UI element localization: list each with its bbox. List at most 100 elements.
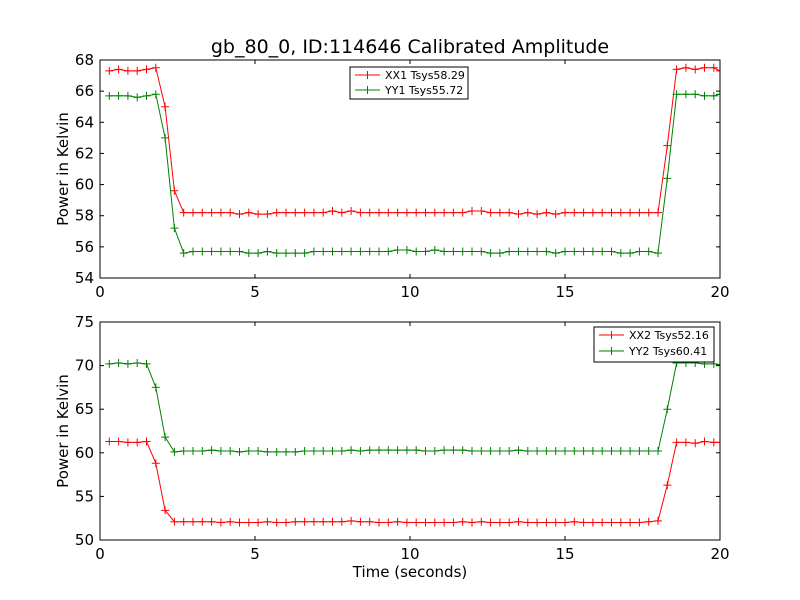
data-point-marker	[561, 447, 569, 456]
data-point-marker	[263, 517, 272, 526]
data-point-marker	[365, 208, 374, 217]
data-point-marker	[365, 517, 374, 526]
data-point-marker	[337, 517, 346, 526]
data-point-marker	[523, 518, 532, 527]
data-point-marker	[123, 438, 132, 447]
y-tick-label: 64	[75, 113, 94, 131]
data-point-marker	[402, 446, 411, 455]
data-point-marker	[644, 447, 653, 456]
data-point-marker	[207, 446, 216, 455]
data-point-marker	[607, 518, 616, 527]
data-point-marker	[328, 517, 337, 526]
data-point-marker	[272, 249, 281, 258]
data-point-marker	[356, 247, 365, 256]
data-point-marker	[551, 249, 560, 258]
data-point-marker	[375, 518, 383, 527]
data-point-marker	[375, 208, 383, 217]
data-point-marker	[384, 247, 393, 256]
data-point-marker	[430, 518, 439, 527]
data-point-marker	[495, 518, 504, 527]
data-point-marker	[700, 63, 709, 72]
data-point-marker	[598, 208, 607, 217]
data-point-marker	[402, 208, 411, 217]
x-axis-label: Time (seconds)	[352, 563, 468, 581]
data-point-marker	[579, 447, 588, 456]
y-tick-label: 60	[75, 176, 94, 194]
data-point-marker	[263, 447, 272, 456]
data-point-marker	[635, 518, 644, 527]
data-point-marker	[716, 360, 720, 369]
data-point-marker	[477, 207, 486, 216]
data-point-marker	[300, 517, 309, 526]
data-point-marker	[607, 447, 616, 456]
data-point-marker	[402, 245, 411, 254]
data-point-marker	[244, 447, 253, 456]
data-point-marker	[598, 447, 607, 456]
data-point-marker	[142, 91, 151, 100]
data-point-marker	[672, 438, 681, 447]
data-point-marker	[105, 66, 114, 75]
data-point-marker	[347, 207, 356, 216]
legend-box	[593, 326, 715, 363]
data-point-marker	[514, 210, 523, 219]
data-point-marker	[189, 247, 197, 256]
data-point-marker	[449, 518, 458, 527]
data-point-marker	[133, 93, 142, 102]
figure-title: gb_80_0, ID:114646 Calibrated Amplitude	[211, 36, 609, 58]
data-point-marker	[282, 518, 290, 527]
data-point-marker	[254, 518, 263, 527]
data-point-marker	[291, 208, 300, 217]
data-point-marker	[244, 208, 253, 217]
data-point-marker	[179, 517, 188, 526]
data-point-marker	[151, 459, 160, 468]
data-point-marker	[458, 247, 467, 256]
data-point-marker	[356, 517, 365, 526]
data-point-marker	[579, 208, 588, 217]
data-point-marker	[179, 447, 188, 456]
x-tick-label: 0	[95, 283, 105, 301]
data-point-marker	[133, 358, 142, 367]
data-point-marker	[551, 518, 560, 527]
legend: XX1 Tsys58.29 YY1 Tsys55.72	[349, 66, 469, 100]
data-point-marker	[523, 447, 532, 456]
data-point-marker	[486, 249, 495, 258]
data-point-marker	[477, 447, 486, 456]
data-point-marker	[468, 207, 476, 216]
data-point-marker	[644, 517, 653, 526]
data-point-marker	[365, 446, 374, 455]
y-tick-label: 56	[75, 238, 94, 256]
data-point-marker	[272, 208, 281, 217]
y-axis-label: Power in Kelvin	[54, 374, 72, 488]
data-point-marker	[551, 447, 560, 456]
data-point-marker	[375, 247, 383, 256]
x-tick-label: 15	[555, 545, 574, 563]
data-point-marker	[291, 517, 300, 526]
y-tick-label: 54	[75, 269, 94, 287]
data-point-marker	[161, 102, 170, 111]
data-point-marker	[681, 438, 690, 447]
data-point-marker	[505, 208, 514, 217]
data-point-marker	[161, 133, 170, 142]
y-tick-label: 66	[75, 82, 94, 100]
x-tick-label: 15	[555, 283, 574, 301]
bottom-plot: 0 5 10 15 20 50 55 60 65 70 75 Power in Kelvin XX2 T…	[54, 313, 730, 563]
data-point-marker	[691, 65, 700, 74]
data-point-marker	[384, 208, 393, 217]
data-point-marker	[151, 63, 160, 72]
x-tick-label: 10	[400, 283, 419, 301]
data-point-marker	[440, 208, 449, 217]
data-point-marker	[709, 63, 718, 72]
y-tick-label: 50	[75, 531, 94, 549]
x-tick-label: 20	[710, 545, 729, 563]
data-point-marker	[663, 481, 672, 490]
x-tick-label: 10	[400, 545, 419, 563]
data-point-marker	[412, 247, 421, 256]
data-point-marker	[393, 446, 402, 455]
y-tick-label: 68	[75, 51, 94, 69]
data-point-marker	[105, 359, 114, 368]
data-point-marker	[663, 174, 672, 183]
data-point-marker	[542, 447, 551, 456]
data-point-marker	[421, 447, 430, 456]
data-point-marker	[356, 447, 365, 456]
